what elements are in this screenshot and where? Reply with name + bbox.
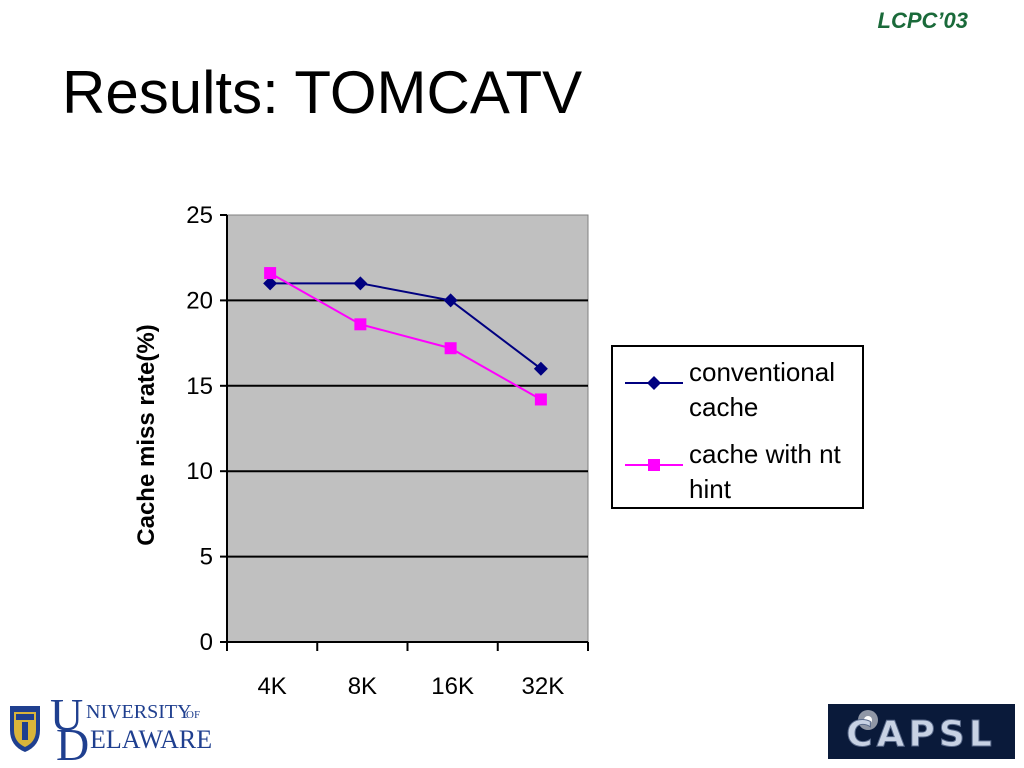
data-point-diamond-8K [353, 276, 368, 291]
capsl-logo: CAPSL [828, 704, 1015, 759]
data-point-square-16K [444, 342, 457, 355]
legend-label-conventional: conventional cache [689, 357, 835, 422]
svg-text:U: U [50, 690, 83, 740]
y-tick-label-5: 5 [200, 544, 213, 571]
series-line-1 [269, 272, 542, 401]
x-tick-label-16K: 16K [431, 673, 474, 700]
chart-legend: conventional cache cache with nt hint [611, 345, 864, 509]
plot-area [226, 214, 589, 643]
data-point-diamond-16K [443, 293, 458, 308]
y-tick-label-15: 15 [186, 373, 213, 400]
y-tick-label-25: 25 [186, 202, 213, 229]
slide-title: Results: TOMCATV [62, 59, 583, 126]
y-tick-label-10: 10 [186, 458, 213, 485]
x-tick-label-8K: 8K [348, 673, 377, 700]
svg-text:OF: OF [186, 709, 200, 721]
university-of-delaware-logo: U D NIVERSITY OF ELAWARE [10, 690, 212, 762]
data-point-diamond-32K [533, 361, 548, 376]
svg-text:D: D [56, 719, 89, 762]
legend-marker-square [625, 459, 683, 471]
data-point-square-32K [534, 393, 547, 406]
conference-tag: LCPC’03 [877, 8, 968, 33]
data-point-square-4K [264, 267, 277, 280]
legend-marker-diamond [625, 376, 683, 390]
y-tick-label-20: 20 [186, 287, 213, 314]
series-line-0 [270, 282, 542, 370]
svg-text:CAPSL: CAPSL [846, 714, 996, 755]
svg-text:ELAWARE: ELAWARE [90, 725, 212, 754]
svg-text:NIVERSITY: NIVERSITY [86, 701, 192, 723]
data-point-square-8K [354, 318, 367, 331]
y-tick-label-0: 0 [200, 629, 213, 656]
data-point-diamond-4K [263, 276, 278, 291]
legend-label-nt-hint: cache with nt hint [689, 439, 841, 504]
x-tick-label-4K: 4K [257, 673, 286, 700]
x-tick-label-32K: 32K [522, 673, 565, 700]
y-axis-label: Cache miss rate(%) [133, 324, 160, 545]
